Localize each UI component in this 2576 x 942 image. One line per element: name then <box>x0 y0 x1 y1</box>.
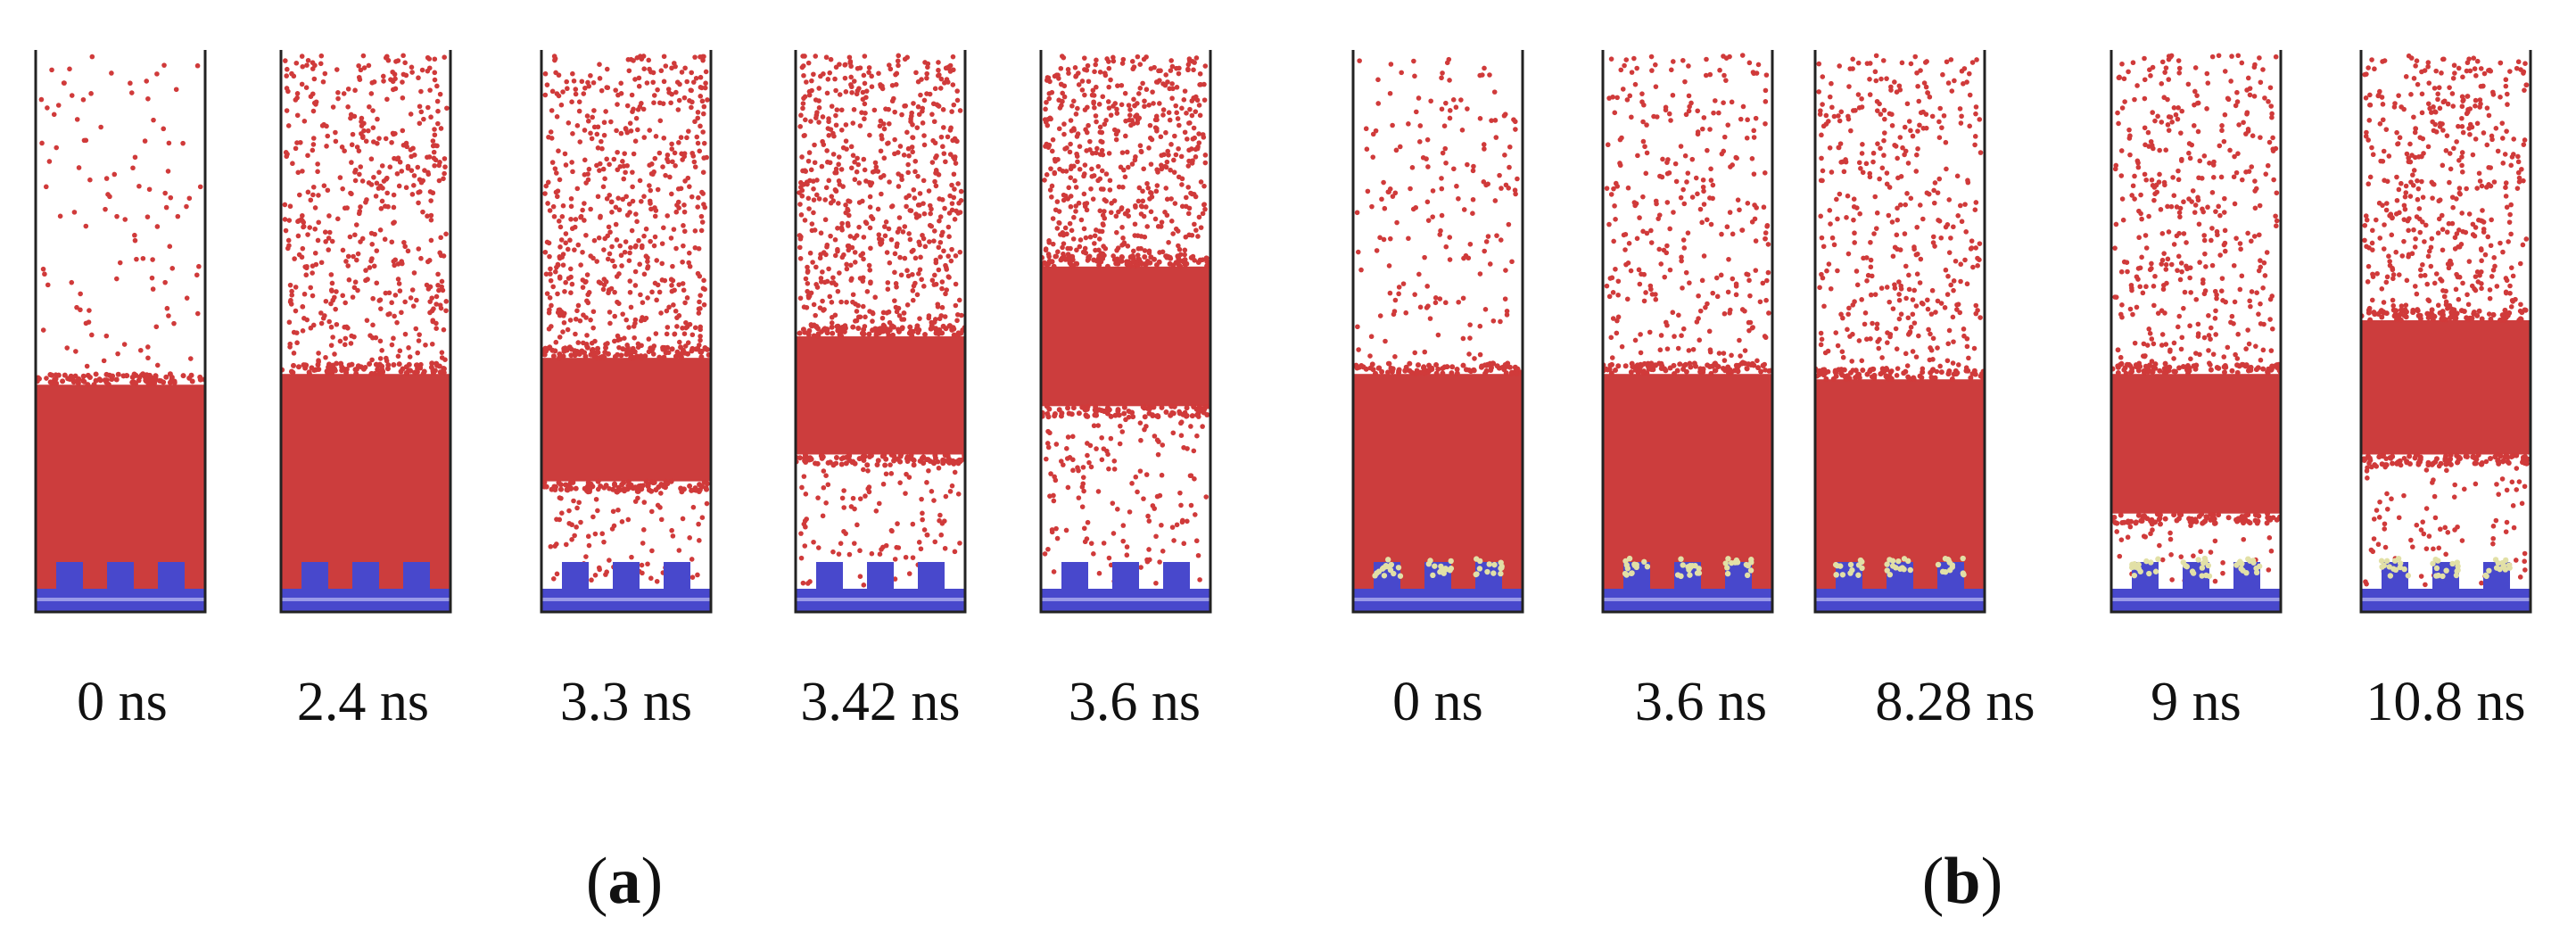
snapshot-b-1 <box>1601 45 1774 614</box>
surface-pillar <box>918 562 945 589</box>
time-label-a-1: 2.4 ns <box>296 672 430 732</box>
surface-pillar <box>158 562 185 589</box>
surface-pillar <box>1112 562 1139 589</box>
surface-pillar <box>562 562 589 589</box>
snapshot-b-2 <box>1813 45 1986 614</box>
dense-layer <box>2111 374 2281 514</box>
time-label-b-3: 9 ns <box>2151 672 2242 732</box>
dense-layer <box>541 358 711 482</box>
dense-layer <box>281 374 450 589</box>
surface-pillar <box>664 562 690 589</box>
time-label-b-1: 3.6 ns <box>1634 672 1768 732</box>
snapshot-a-3 <box>794 45 967 614</box>
time-label-a-4: 3.6 ns <box>1068 672 1201 732</box>
panel-label-a-letter: a <box>607 845 641 918</box>
time-label-b-2: 8.28 ns <box>1875 672 2035 732</box>
panel-label-b-letter: b <box>1944 845 1981 918</box>
panel-label-b: (b) <box>1921 845 2003 918</box>
surface-pillar <box>816 562 843 589</box>
dense-layer <box>1815 379 1985 589</box>
dense-layer <box>1041 266 1210 407</box>
surface-pillar <box>107 562 134 589</box>
surface-pillar <box>301 562 328 589</box>
snapshot-b-0 <box>1351 45 1524 614</box>
surface-pillar <box>1061 562 1088 589</box>
dense-layer <box>1603 374 1772 589</box>
snapshot-a-1 <box>279 45 452 614</box>
time-label-a-2: 3.3 ns <box>559 672 693 732</box>
time-label-b-0: 0 ns <box>1392 672 1483 732</box>
surface-pillar <box>867 562 894 589</box>
surface-pillar <box>1163 562 1190 589</box>
panel-label-a: (a) <box>585 845 664 918</box>
snapshot-a-0 <box>34 45 207 614</box>
surface-pillar <box>56 562 83 589</box>
surface-pillar <box>352 562 379 589</box>
snapshot-b-4 <box>2359 45 2532 614</box>
surface-pillar <box>613 562 640 589</box>
dense-layer <box>796 336 965 455</box>
time-label-a-3: 3.42 ns <box>800 672 961 732</box>
simulation-box-border <box>2110 46 2283 614</box>
surface-pillar <box>403 562 430 589</box>
time-label-b-4: 10.8 ns <box>2365 672 2526 732</box>
dense-layer <box>1353 374 1523 589</box>
snapshot-a-2 <box>540 45 713 614</box>
dense-layer <box>36 384 205 589</box>
time-label-a-0: 0 ns <box>77 672 168 732</box>
dense-layer <box>2361 320 2531 455</box>
snapshot-b-3 <box>2110 45 2283 614</box>
snapshot-a-4 <box>1039 45 1212 614</box>
